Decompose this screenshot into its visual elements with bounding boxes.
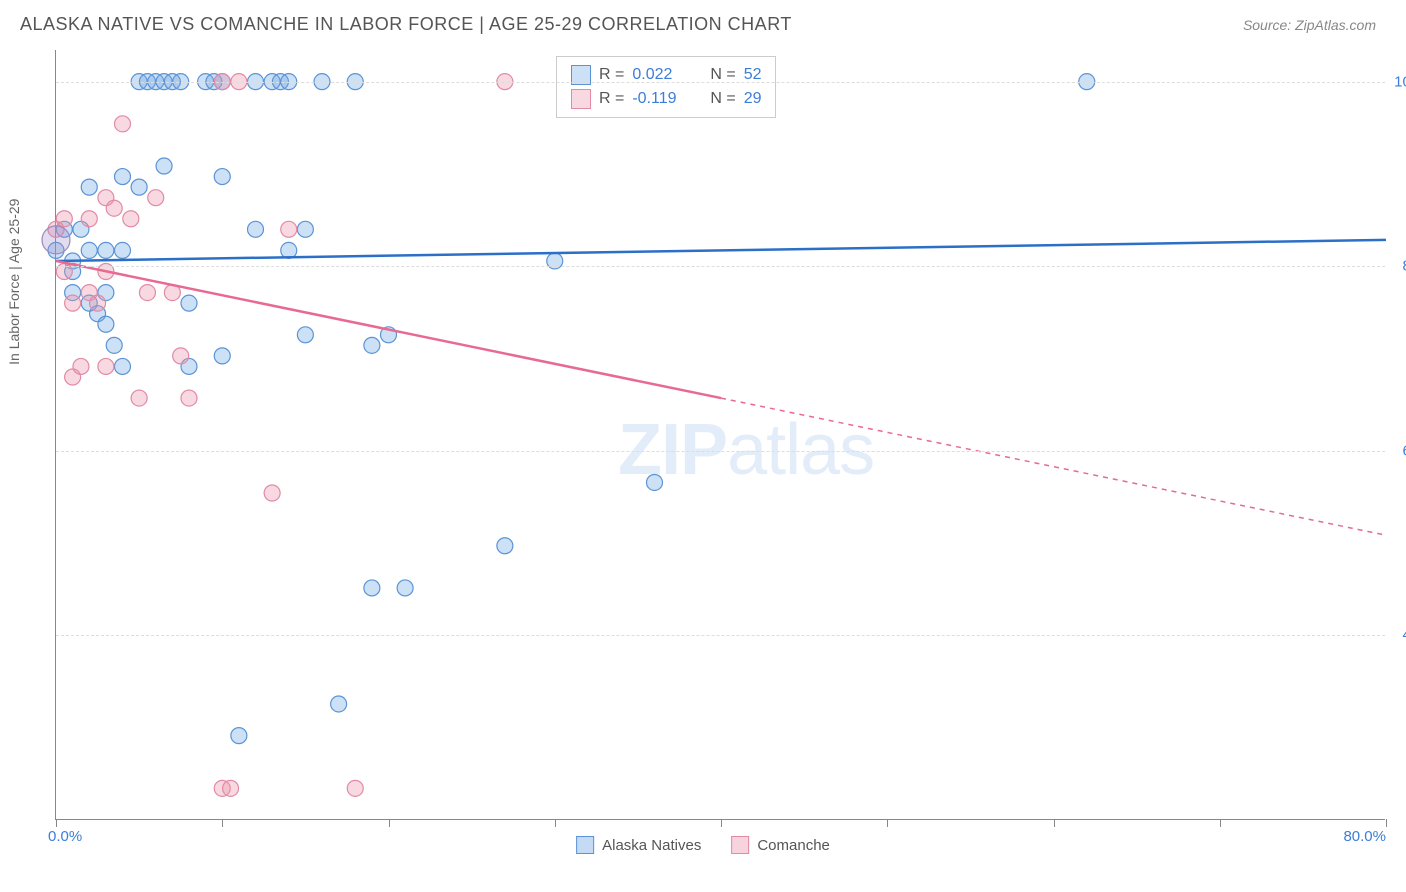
data-point [647,474,663,490]
legend-item: Comanche [731,836,830,854]
data-point [156,158,172,174]
x-tick [1220,819,1221,827]
data-point [131,179,147,195]
data-point [81,242,97,258]
trend-line-extrapolated [721,398,1386,535]
data-point [173,348,189,364]
data-point [364,580,380,596]
x-axis-min-label: 0.0% [48,828,82,845]
data-point [214,169,230,185]
x-tick [1386,819,1387,827]
x-tick [887,819,888,827]
data-point [264,485,280,501]
data-point [497,538,513,554]
data-point [65,295,81,311]
data-point [98,242,114,258]
x-tick [555,819,556,827]
legend-n-label: N = [710,90,735,108]
data-point [73,358,89,374]
legend-n-value: 29 [744,90,762,108]
data-point [81,179,97,195]
x-tick [222,819,223,827]
data-point [331,696,347,712]
y-tick-label: 47.5% [1402,627,1406,644]
data-point [214,348,230,364]
gridline [56,82,1385,83]
data-point-large [42,226,70,254]
data-point [106,200,122,216]
data-point [139,285,155,301]
gridline [56,635,1385,636]
data-point [297,327,313,343]
data-point [106,337,122,353]
x-axis-max-label: 80.0% [1343,828,1386,845]
x-tick [389,819,390,827]
x-tick [1054,819,1055,827]
data-point [115,358,131,374]
data-point [123,211,139,227]
x-tick [56,819,57,827]
trend-line [56,240,1386,261]
legend-swatch [571,89,591,109]
data-point [223,780,239,796]
legend-r-value: -0.119 [632,90,692,108]
data-point [181,390,197,406]
legend-swatch [731,836,749,854]
chart-area: ZIPatlas R = 0.022N = 52R = -0.119N = 29… [55,50,1385,820]
y-tick-label: 100.0% [1394,73,1406,90]
trend-line [56,261,721,398]
data-point [397,580,413,596]
x-tick [721,819,722,827]
source-label: Source: ZipAtlas.com [1243,17,1376,33]
legend-r-label: R = [599,90,624,108]
gridline [56,266,1385,267]
y-tick-label: 65.0% [1402,442,1406,459]
data-point [297,221,313,237]
data-point [181,295,197,311]
legend-swatch [576,836,594,854]
correlation-legend: R = 0.022N = 52 R = -0.119 N = 29 [556,56,776,118]
data-point [148,190,164,206]
gridline [56,451,1385,452]
data-point [347,780,363,796]
data-point [81,211,97,227]
y-axis-label: In Labor Force | Age 25-29 [6,199,22,365]
legend-row: R = 0.022N = 52 [571,63,761,87]
data-point [56,211,72,227]
data-point [115,169,131,185]
data-point [98,316,114,332]
data-point [281,221,297,237]
data-point [115,116,131,132]
series-legend: Alaska Natives Comanche [576,836,830,854]
chart-title: ALASKA NATIVE VS COMANCHE IN LABOR FORCE… [20,14,792,35]
legend-item: Alaska Natives [576,836,701,854]
data-point [248,221,264,237]
data-point [131,390,147,406]
legend-row: R = -0.119 N = 29 [571,87,761,111]
data-point [90,295,106,311]
data-point [115,242,131,258]
legend-label: Comanche [757,837,830,854]
data-point [364,337,380,353]
plot-svg [56,50,1385,819]
legend-label: Alaska Natives [602,837,701,854]
data-point [231,728,247,744]
y-tick-label: 82.5% [1402,258,1406,275]
data-point [98,358,114,374]
